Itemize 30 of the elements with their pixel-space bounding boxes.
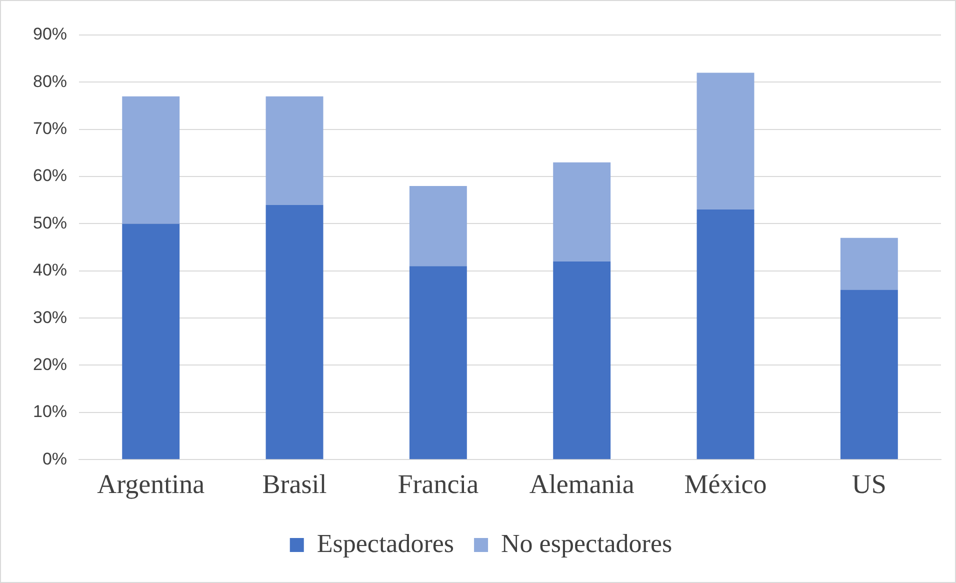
y-tick-label: 30% bbox=[32, 308, 68, 327]
bar bbox=[840, 290, 898, 460]
x-tick-label: Brasil bbox=[262, 468, 327, 499]
bar bbox=[696, 72, 754, 210]
y-tick-label: 0% bbox=[42, 449, 68, 468]
y-tick-label: 50% bbox=[32, 213, 68, 232]
y-tick-label: 40% bbox=[32, 260, 68, 280]
x-tick-label: Alemania bbox=[529, 468, 634, 499]
y-tick-label: 60% bbox=[32, 166, 68, 186]
legend-label: No espectadores bbox=[501, 528, 672, 558]
y-tick-label: 90% bbox=[32, 24, 68, 44]
bar bbox=[409, 266, 467, 460]
bar bbox=[266, 204, 324, 460]
x-tick-label: Argentina bbox=[97, 468, 205, 499]
bar bbox=[122, 96, 180, 224]
x-tick-label: US bbox=[852, 468, 886, 499]
bar bbox=[266, 96, 324, 205]
bar bbox=[553, 261, 611, 460]
bar bbox=[122, 224, 180, 460]
x-tick-label: Francia bbox=[398, 468, 479, 499]
x-tick-label: México bbox=[684, 468, 767, 499]
bar bbox=[409, 186, 467, 266]
legend-label: Espectadores bbox=[316, 528, 454, 558]
y-tick-label: 20% bbox=[32, 354, 68, 374]
bar bbox=[840, 238, 898, 290]
y-tick-label: 80% bbox=[32, 72, 68, 91]
bar bbox=[553, 162, 611, 262]
y-tick-label: 10% bbox=[32, 402, 68, 422]
y-tick-label: 70% bbox=[32, 119, 68, 138]
bar bbox=[696, 210, 754, 460]
